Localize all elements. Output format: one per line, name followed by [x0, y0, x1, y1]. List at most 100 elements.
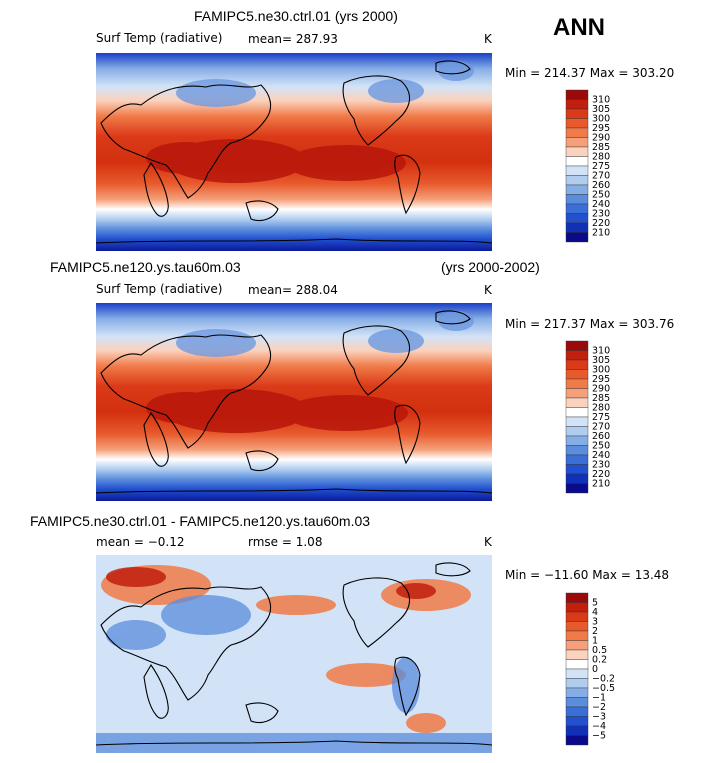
colorbar-swatch [565, 716, 589, 727]
colorbar-tick-label: 305 [592, 104, 610, 115]
colorbar-tick-label: 4 [592, 607, 598, 618]
panel1-title: FAMIPC5.ne30.ctrl.01 (yrs 2000) [194, 8, 398, 24]
colorbar-swatch [565, 445, 589, 456]
panel2-warm-pool [146, 389, 408, 433]
colorbar-swatch [565, 640, 589, 651]
colorbar-tick-label: 300 [592, 365, 610, 376]
colorbar-swatch [565, 659, 589, 670]
panel2-colorbar: 3103053002952902852802752702602502402302… [565, 340, 610, 494]
colorbar-tick-label: −3 [592, 712, 606, 723]
colorbar-tick-label: 210 [592, 479, 610, 490]
colorbar-tick-label: −0.2 [592, 674, 615, 685]
colorbar-tick-label: 220 [592, 469, 610, 480]
panel1-map [96, 53, 492, 251]
colorbar-swatch [565, 483, 589, 494]
colorbar-tick-label: 280 [592, 403, 610, 414]
colorbar-swatch [565, 697, 589, 708]
colorbar-swatch [565, 668, 589, 679]
colorbar-swatch [565, 156, 589, 167]
colorbar-tick-label: 310 [592, 346, 610, 357]
colorbar-swatch [565, 359, 589, 370]
panel1-variable: Surf Temp (radiative) [96, 31, 223, 45]
panel3-rmse: rmse = 1.08 [248, 535, 323, 549]
colorbar-tick-label: 240 [592, 199, 610, 210]
colorbar-tick-label: 230 [592, 209, 610, 220]
colorbar-tick-label: 275 [592, 161, 610, 172]
colorbar-swatch [565, 213, 589, 224]
panel2-variable: Surf Temp (radiative) [96, 282, 223, 296]
colorbar-tick-label: 295 [592, 123, 610, 134]
colorbar-swatch [565, 678, 589, 689]
panel3-title: FAMIPC5.ne30.ctrl.01 - FAMIPC5.ne120.ys.… [30, 513, 371, 529]
colorbar-swatch [565, 184, 589, 195]
panel1-coastlines [96, 60, 492, 244]
colorbar-tick-label: 0.5 [592, 645, 607, 656]
colorbar-tick-label: 2 [592, 626, 598, 637]
panel2-minmax: Min = 217.37 Max = 303.76 [505, 317, 675, 331]
panel3-coastlines [96, 562, 492, 746]
colorbar-tick-label: 275 [592, 412, 610, 423]
panel3-mean: mean = −0.12 [96, 535, 185, 549]
colorbar-tick-label: 230 [592, 460, 610, 471]
panel3-units: K [484, 535, 492, 549]
colorbar-swatch [565, 340, 589, 351]
colorbar-swatch [565, 649, 589, 660]
colorbar-tick-label: 290 [592, 133, 610, 144]
colorbar-tick-label: 295 [592, 374, 610, 385]
colorbar-swatch [565, 725, 589, 736]
colorbar-swatch [565, 203, 589, 214]
panel1-units: K [484, 32, 492, 46]
colorbar-tick-label: 270 [592, 171, 610, 182]
panel2-title: FAMIPC5.ne120.ys.tau60m.03 [50, 259, 241, 275]
colorbar-swatch [565, 232, 589, 243]
colorbar-swatch [565, 592, 589, 603]
colorbar-swatch [565, 350, 589, 361]
panel1-colorbar: 3103053002952902852802752702602502402302… [565, 89, 610, 243]
colorbar-tick-label: 280 [592, 152, 610, 163]
colorbar-swatch [565, 99, 589, 110]
colorbar-tick-label: 285 [592, 393, 610, 404]
colorbar-swatch [565, 388, 589, 399]
colorbar-swatch [565, 397, 589, 408]
colorbar-tick-label: −1 [592, 693, 606, 704]
colorbar-tick-label: 240 [592, 450, 610, 461]
colorbar-tick-label: 1 [592, 636, 598, 647]
colorbar-swatch [565, 630, 589, 641]
colorbar-swatch [565, 464, 589, 475]
colorbar-tick-label: 210 [592, 228, 610, 239]
colorbar-tick-label: 250 [592, 441, 610, 452]
colorbar-swatch [565, 108, 589, 119]
colorbar-tick-label: 290 [592, 384, 610, 395]
colorbar-swatch [565, 602, 589, 613]
colorbar-tick-label: 3 [592, 617, 598, 628]
colorbar-swatch [565, 426, 589, 437]
colorbar-swatch [565, 137, 589, 148]
colorbar-swatch [565, 435, 589, 446]
colorbar-swatch [565, 454, 589, 465]
colorbar-swatch [565, 706, 589, 717]
colorbar-swatch [565, 194, 589, 205]
panel2-years: (yrs 2000-2002) [441, 259, 540, 275]
colorbar-swatch [565, 222, 589, 233]
colorbar-tick-label: 250 [592, 190, 610, 201]
panel2-units: K [484, 283, 492, 297]
colorbar-tick-label: −5 [592, 731, 606, 742]
colorbar-tick-label: −0.5 [592, 683, 615, 694]
panel3-minmax: Min = −11.60 Max = 13.48 [505, 568, 670, 582]
colorbar-tick-label: 260 [592, 180, 610, 191]
colorbar-swatch [565, 146, 589, 157]
colorbar-tick-label: 300 [592, 114, 610, 125]
panel3-strong-positive [106, 567, 436, 599]
colorbar-tick-label: 220 [592, 218, 610, 229]
colorbar-swatch [565, 735, 589, 746]
colorbar-swatch [565, 165, 589, 176]
panel2-coastlines [96, 310, 492, 494]
colorbar-swatch [565, 611, 589, 622]
colorbar-swatch [565, 407, 589, 418]
colorbar-swatch [565, 473, 589, 484]
colorbar-swatch [565, 127, 589, 138]
panel2-mean: mean= 288.04 [248, 283, 338, 297]
colorbar-tick-label: 305 [592, 355, 610, 366]
panel3-map [96, 555, 492, 753]
